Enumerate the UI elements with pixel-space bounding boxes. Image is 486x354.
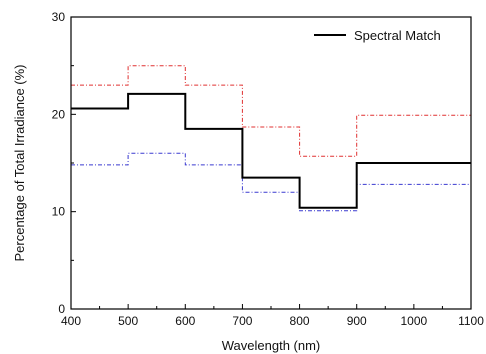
- legend: Spectral Match: [314, 28, 441, 43]
- x-tick-label: 800: [290, 314, 310, 328]
- x-tick-label: 600: [175, 314, 195, 328]
- x-axis-title: Wavelength (nm): [222, 338, 321, 353]
- y-axis-title: Percentage of Total Irradiance (%): [12, 64, 27, 261]
- series-line-spectral-match: [71, 92, 471, 209]
- x-tick-label: 500: [118, 314, 138, 328]
- series-line-blue-lower: [71, 152, 471, 212]
- series-line-red-upper: [71, 65, 471, 157]
- axis-ticks: 400 500 600 700 800 900 1000 1100 0 10 20 30: [52, 10, 485, 328]
- series-layer: [71, 65, 471, 212]
- y-tick-label: 30: [52, 10, 66, 24]
- y-tick-label: 10: [52, 205, 66, 219]
- x-tick-label: 400: [61, 314, 81, 328]
- x-tick-label: 900: [347, 314, 367, 328]
- x-tick-label: 1100: [458, 314, 484, 328]
- x-tick-label: 1000: [401, 314, 428, 328]
- y-tick-label: 0: [58, 302, 65, 316]
- legend-label-spectral-match: Spectral Match: [354, 28, 441, 43]
- y-tick-label: 20: [52, 107, 66, 121]
- x-tick-label: 700: [232, 314, 252, 328]
